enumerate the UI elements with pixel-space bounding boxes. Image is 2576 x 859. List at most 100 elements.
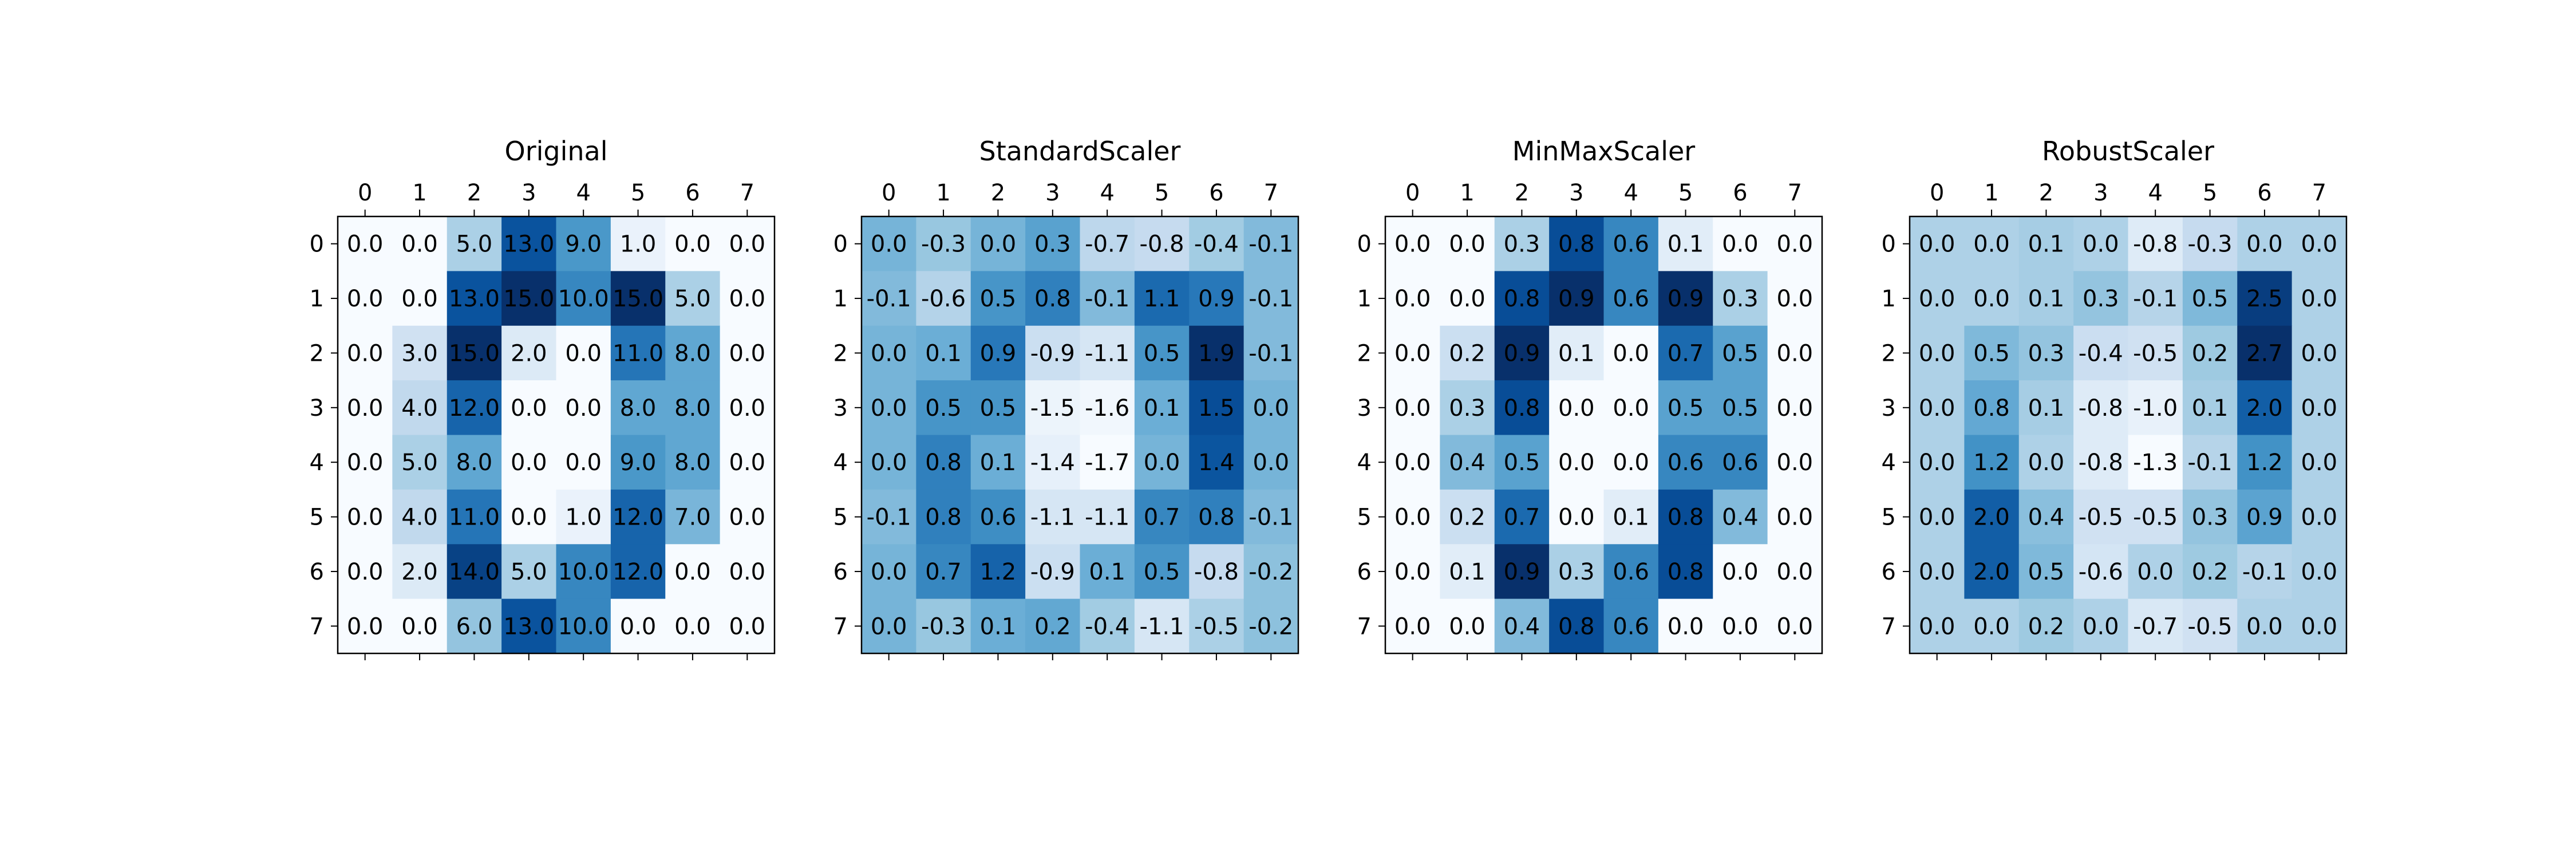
y-tick-label: 0	[833, 231, 848, 258]
y-tick-label: 7	[1357, 613, 1372, 640]
heatmap-cell	[1440, 380, 1495, 436]
cell-value-label: 0.1	[2028, 231, 2065, 258]
heatmap-cell	[1658, 325, 1713, 381]
heatmap-panel: 0.0 -0.3 0.0 0.3 -0.7 -0.8 -0.4 -0.1 -0.1 -0.6 0.5…	[833, 136, 1299, 660]
cell-value-label: 0.0	[1777, 559, 1814, 585]
cell-value-label: 0.0	[1919, 559, 1955, 585]
cell-value-label: -0.6	[2079, 559, 2123, 585]
x-tick-label: 4	[2148, 180, 2162, 206]
heatmap-cell	[1767, 380, 1823, 436]
heatmap-cell	[1549, 271, 1605, 326]
x-tick-label: 0	[1405, 180, 1420, 206]
heatmap-cell	[1025, 216, 1081, 271]
heatmap-cell	[1713, 544, 1768, 600]
cell-value-label: -1.1	[1030, 505, 1075, 531]
cell-value-label: 13.0	[503, 613, 554, 640]
heatmap-cell	[2291, 544, 2347, 600]
heatmap-cell	[501, 544, 557, 600]
cell-value-label: 0.0	[1919, 505, 1955, 531]
heatmap-cell	[1549, 489, 1605, 545]
x-tick-label: 5	[1155, 180, 1169, 206]
cell-value-label: 0.0	[1394, 613, 1431, 640]
heatmap-cell	[1385, 489, 1440, 545]
cell-value-label: 11.0	[613, 340, 663, 367]
cell-value-label: 0.3	[1722, 286, 1759, 312]
cell-value-label: 8.0	[620, 395, 657, 421]
cell-value-label: 5.0	[674, 286, 711, 312]
cell-value-label: 15.0	[503, 286, 554, 312]
heatmap-cell	[610, 544, 666, 600]
cell-value-label: 0.0	[1668, 613, 1704, 640]
heatmap-cell	[2073, 325, 2129, 381]
cell-value-label: 14.0	[449, 559, 500, 585]
cell-value-label: 1.1	[1144, 286, 1180, 312]
heatmap-cell	[1134, 435, 1190, 490]
heatmap-cell	[665, 544, 721, 600]
heatmap-cell	[1549, 598, 1605, 654]
cell-value-label: 0.8	[1668, 505, 1704, 531]
cell-value-label: -0.5	[2133, 340, 2178, 367]
cell-value-label: 0.0	[729, 231, 766, 258]
heatmap-cell	[862, 489, 916, 545]
cell-value-label: 0.3	[1504, 231, 1540, 258]
cell-value-label: -0.1	[1249, 231, 1293, 258]
cell-value-label: 0.0	[871, 613, 907, 640]
cell-value-label: 2.0	[401, 559, 438, 585]
heatmap-cell	[2018, 380, 2074, 436]
cell-value-label: -0.1	[2133, 286, 2178, 312]
cell-value-label: 0.8	[1973, 395, 2010, 421]
heatmap-cell	[1603, 271, 1659, 326]
cell-value-label: 0.8	[1504, 395, 1540, 421]
heatmap-cell	[1385, 325, 1440, 381]
cell-value-label: 0.9	[2246, 505, 2283, 531]
cell-value-label: 11.0	[449, 505, 500, 531]
cell-value-label: -1.3	[2133, 450, 2178, 476]
cell-value-label: 0.5	[1668, 395, 1704, 421]
heatmap-cell	[392, 380, 448, 436]
heatmap-cell	[2182, 271, 2238, 326]
cell-value-label: 0.0	[2301, 559, 2338, 585]
heatmap-cell	[501, 380, 557, 436]
heatmap-cell	[1713, 598, 1768, 654]
heatmap-cell	[2237, 544, 2293, 600]
cell-value-label: 0.0	[1394, 450, 1431, 476]
heatmap-cell	[2128, 325, 2183, 381]
chart-title: StandardScaler	[979, 136, 1181, 167]
cell-value-label: 0.3	[2083, 286, 2119, 312]
heatmap-cell	[1910, 544, 1965, 600]
cell-value-label: 1.2	[2246, 450, 2283, 476]
cell-value-label: 6.0	[456, 613, 493, 640]
cell-value-label: 0.0	[347, 340, 384, 367]
heatmap-cell	[556, 435, 611, 490]
heatmap-cell	[1134, 489, 1190, 545]
heatmap-cell	[1658, 435, 1713, 490]
y-tick-label: 7	[310, 613, 324, 640]
heatmap-cell	[1658, 598, 1713, 654]
heatmap-cell	[916, 216, 971, 271]
heatmap-cell	[556, 216, 611, 271]
heatmap-cell	[2182, 544, 2238, 600]
x-tick-label: 4	[1623, 180, 1638, 206]
y-tick-label: 4	[310, 450, 324, 476]
cell-value-label: 0.8	[1034, 286, 1071, 312]
heatmap-cell	[1964, 380, 2020, 436]
cell-value-label: 0.7	[1504, 505, 1540, 531]
x-tick-label: 7	[2312, 180, 2326, 206]
heatmap-cell	[1025, 544, 1081, 600]
x-tick-label: 5	[2203, 180, 2217, 206]
heatmap-cell	[1440, 489, 1495, 545]
x-tick-label: 0	[358, 180, 372, 206]
heatmap-cell	[1080, 325, 1135, 381]
cell-value-label: 0.0	[511, 395, 547, 421]
heatmap-cell	[1385, 271, 1440, 326]
y-tick-label: 2	[1357, 340, 1372, 367]
cell-value-label: 0.0	[2301, 505, 2338, 531]
heatmap-cell	[1025, 271, 1081, 326]
cell-value-label: 15.0	[613, 286, 663, 312]
cell-value-label: 0.0	[2301, 286, 2338, 312]
heatmap-cell	[556, 380, 611, 436]
cell-value-label: -1.1	[1085, 340, 1129, 367]
cell-value-label: 0.5	[2028, 559, 2065, 585]
heatmap-cell	[1243, 435, 1299, 490]
cell-value-label: 8.0	[674, 395, 711, 421]
